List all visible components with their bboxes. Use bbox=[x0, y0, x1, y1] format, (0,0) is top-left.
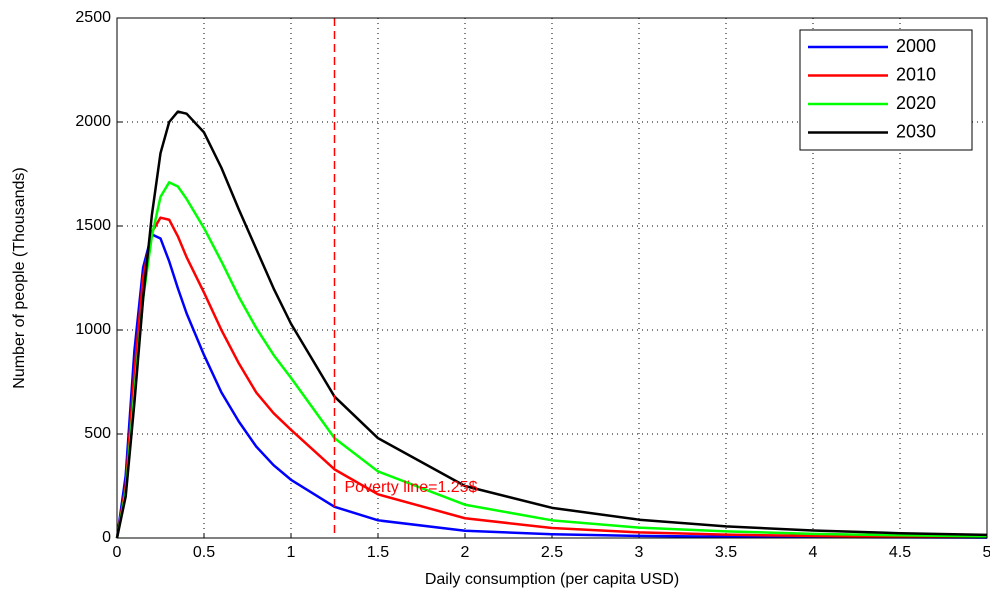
x-tick-label: 2.5 bbox=[541, 544, 563, 561]
y-tick-label: 0 bbox=[102, 529, 111, 546]
series-line bbox=[115, 110, 988, 539]
series-line bbox=[115, 181, 988, 539]
poverty-label: Poverty line=1.25$ bbox=[345, 479, 478, 496]
x-tick-label: 4 bbox=[809, 544, 818, 561]
x-tick-label: 5 bbox=[983, 544, 990, 561]
y-tick-label: 500 bbox=[84, 425, 111, 442]
x-tick-label: 0.5 bbox=[193, 544, 215, 561]
y-tick-label: 1000 bbox=[75, 321, 111, 338]
x-tick-label: 0 bbox=[113, 544, 122, 561]
y-tick-label: 1500 bbox=[75, 217, 111, 234]
x-axis-label: Daily consumption (per capita USD) bbox=[425, 571, 679, 588]
x-tick-label: 4.5 bbox=[889, 544, 911, 561]
x-tick-label: 3.5 bbox=[715, 544, 737, 561]
y-tick-label: 2000 bbox=[75, 113, 111, 130]
legend-label: 2010 bbox=[896, 64, 936, 84]
x-tick-label: 3 bbox=[635, 544, 644, 561]
legend-label: 2030 bbox=[896, 121, 936, 141]
plot-frame bbox=[116, 17, 988, 539]
x-tick-label: 1 bbox=[287, 544, 296, 561]
legend-box bbox=[799, 29, 973, 151]
legend-label: 2020 bbox=[896, 93, 936, 113]
x-tick-label: 2 bbox=[461, 544, 470, 561]
x-tick-label: 1.5 bbox=[367, 544, 389, 561]
legend-label: 2000 bbox=[896, 36, 936, 56]
y-axis-label: Number of people (Thousands) bbox=[11, 167, 28, 388]
y-tick-label: 2500 bbox=[75, 9, 111, 26]
